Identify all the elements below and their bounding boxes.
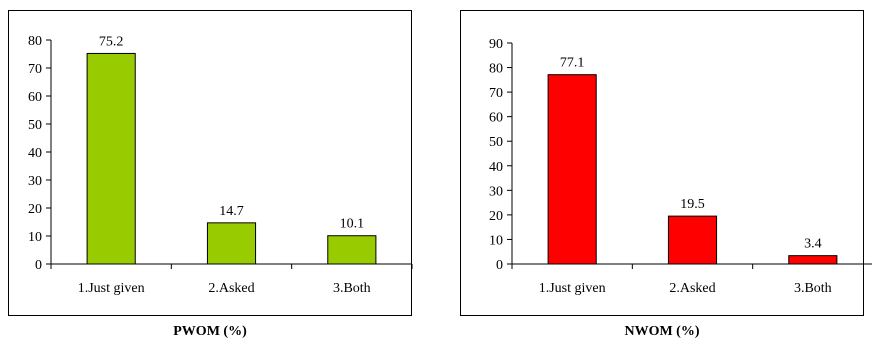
pwom-y-tick-label: 60: [28, 90, 42, 105]
nwom-data-label: 3.4: [804, 237, 822, 252]
nwom-y-tick-label: 60: [489, 111, 503, 126]
nwom-bar: [547, 74, 597, 265]
pwom-y-tick-label: 40: [28, 146, 42, 161]
pwom-chart-frame: [8, 10, 412, 316]
nwom-data-label: 77.1: [560, 56, 585, 71]
pwom-data-label: 75.2: [99, 34, 124, 49]
nwom-y-tick-label: 30: [489, 184, 503, 199]
pwom-data-label: 10.1: [340, 217, 365, 232]
pwom-y-tick-label: 20: [28, 202, 42, 217]
nwom-category-label: 1.Just given: [539, 281, 606, 296]
pwom-category-label: 2.Asked: [208, 281, 254, 296]
nwom-y-tick-label: 70: [489, 86, 503, 101]
nwom-bar: [788, 255, 838, 265]
pwom-bar: [327, 235, 377, 265]
nwom-chart-title: NWOM (%): [624, 324, 700, 339]
nwom-y-tick-label: 10: [489, 233, 503, 248]
nwom-category-label: 2.Asked: [669, 281, 715, 296]
nwom-category-label: 3.Both: [794, 281, 832, 296]
pwom-bar: [86, 52, 136, 265]
nwom-y-tick-label: 20: [489, 209, 503, 224]
pwom-y-tick-label: 30: [28, 174, 42, 189]
nwom-chart-panel: 0 10 20 30 40 50 60 70 80 90 77.1 1.Just given 19.5 2…: [452, 0, 872, 344]
pwom-category-label: 3.Both: [333, 281, 371, 296]
pwom-y-tick-label: 50: [28, 118, 42, 133]
nwom-data-label: 19.5: [680, 197, 705, 212]
pwom-data-label: 14.7: [219, 204, 244, 219]
pwom-chart-title: PWOM (%): [173, 324, 247, 339]
pwom-chart: 0 10 20 30 40 50 60 70 80 75.2 1.Just given 14.7 2.A…: [28, 34, 413, 296]
pwom-category-label: 1.Just given: [78, 281, 145, 296]
pwom-y-tick-label: 80: [28, 34, 42, 49]
pwom-chart-panel: 0 10 20 30 40 50 60 70 80 75.2 1.Just given 14.7 2.A…: [0, 0, 420, 344]
nwom-chart-frame: [460, 10, 864, 316]
pwom-y-tick-label: 70: [28, 62, 42, 77]
pwom-y-tick-label: 10: [28, 230, 42, 245]
pwom-bar: [206, 222, 257, 265]
nwom-y-tick-label: 80: [489, 62, 503, 77]
nwom-y-tick-label: 40: [489, 160, 503, 175]
pwom-y-tick-label: 0: [35, 258, 42, 273]
nwom-y-tick-label: 50: [489, 135, 503, 150]
nwom-y-tick-label: 0: [496, 258, 503, 273]
nwom-chart: 0 10 20 30 40 50 60 70 80 90 77.1 1.Just given 19.5 2…: [489, 37, 872, 296]
nwom-y-tick-label: 90: [489, 37, 503, 52]
nwom-bar: [667, 215, 718, 265]
